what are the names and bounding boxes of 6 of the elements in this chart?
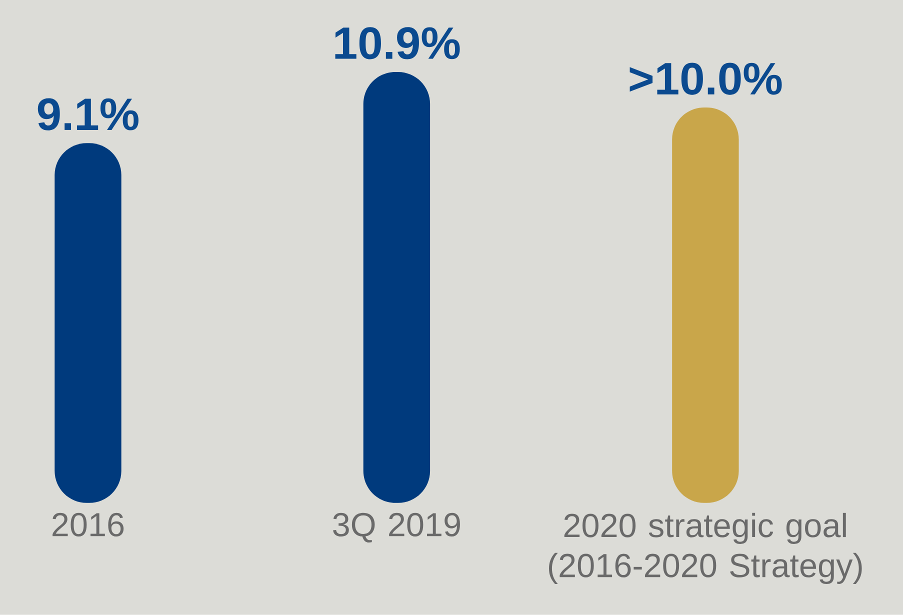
- data-label: 10.9%: [335, 27, 460, 60]
- x-tick-label: 3Q 2019: [333, 512, 460, 543]
- x-tick-label: 2016: [52, 512, 124, 537]
- data-label: >10.0%: [630, 62, 782, 95]
- data-label: 9.1%: [38, 98, 138, 130]
- x-tick-label: 2020 strategic goal (2016-2020 Strategy): [549, 512, 862, 584]
